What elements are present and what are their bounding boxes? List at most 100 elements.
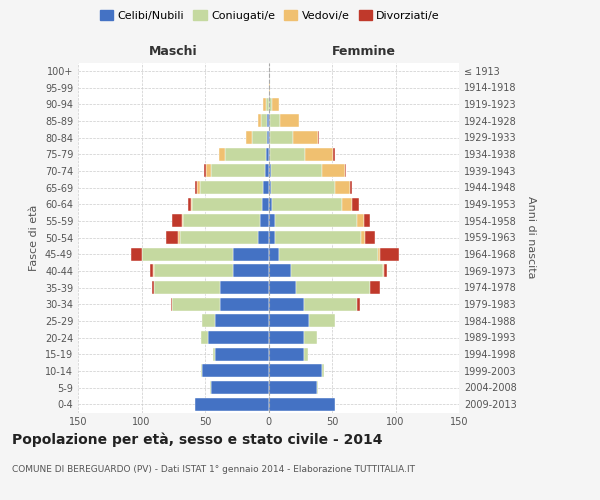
Bar — [197, 181, 200, 194]
Bar — [271, 181, 335, 194]
Bar — [226, 148, 266, 160]
Bar — [269, 314, 309, 328]
Bar — [171, 298, 172, 310]
Bar — [269, 248, 278, 260]
Bar — [152, 281, 154, 294]
Bar — [270, 114, 280, 128]
Bar — [269, 164, 271, 177]
Bar — [172, 298, 220, 310]
Bar — [212, 348, 215, 360]
Bar — [272, 98, 278, 110]
Bar — [304, 348, 308, 360]
Bar — [269, 348, 304, 360]
Bar — [263, 181, 269, 194]
Bar — [259, 114, 261, 128]
Bar — [269, 331, 304, 344]
Bar — [317, 381, 318, 394]
Bar — [270, 131, 293, 144]
Bar — [191, 198, 193, 210]
Bar — [342, 198, 352, 210]
Bar — [269, 131, 270, 144]
Bar — [378, 248, 380, 260]
Bar — [350, 181, 352, 194]
Bar — [344, 164, 346, 177]
Bar — [195, 181, 197, 194]
Bar — [384, 264, 386, 278]
Bar — [172, 214, 182, 228]
Bar — [206, 164, 211, 177]
Bar — [215, 348, 269, 360]
Bar — [305, 148, 333, 160]
Bar — [219, 148, 226, 160]
Y-axis label: Anni di nascita: Anni di nascita — [526, 196, 536, 278]
Bar — [265, 164, 269, 177]
Bar — [269, 298, 304, 310]
Bar — [292, 264, 383, 278]
Bar — [269, 381, 317, 394]
Bar — [261, 114, 267, 128]
Bar — [365, 231, 375, 244]
Bar — [252, 131, 267, 144]
Bar — [304, 298, 358, 310]
Bar — [166, 231, 178, 244]
Bar — [267, 131, 269, 144]
Bar — [269, 364, 322, 378]
Bar — [179, 231, 259, 244]
Bar — [220, 281, 269, 294]
Bar — [304, 331, 317, 344]
Bar — [269, 264, 292, 278]
Bar — [271, 164, 322, 177]
Bar — [211, 381, 269, 394]
Bar — [154, 281, 220, 294]
Bar — [370, 281, 380, 294]
Text: COMUNE DI BEREGUARDO (PV) - Dati ISTAT 1° gennaio 2014 - Elaborazione TUTTITALIA: COMUNE DI BEREGUARDO (PV) - Dati ISTAT 1… — [12, 465, 415, 474]
Bar — [208, 331, 269, 344]
Bar — [269, 231, 275, 244]
Bar — [262, 198, 269, 210]
Bar — [259, 231, 269, 244]
Bar — [280, 114, 299, 128]
Bar — [204, 164, 206, 177]
Bar — [270, 148, 305, 160]
Bar — [269, 198, 272, 210]
Bar — [269, 281, 296, 294]
Bar — [293, 131, 318, 144]
Bar — [269, 98, 272, 110]
Bar — [131, 248, 142, 260]
Text: Femmine: Femmine — [332, 44, 396, 58]
Bar — [201, 364, 202, 378]
Bar — [358, 214, 364, 228]
Bar — [210, 381, 211, 394]
Bar — [269, 114, 270, 128]
Bar — [364, 214, 370, 228]
Bar — [318, 131, 319, 144]
Bar — [278, 248, 378, 260]
Bar — [154, 264, 233, 278]
Y-axis label: Fasce di età: Fasce di età — [29, 204, 39, 270]
Bar — [322, 364, 325, 378]
Bar — [266, 148, 269, 160]
Bar — [233, 248, 269, 260]
Bar — [245, 131, 252, 144]
Bar — [275, 214, 358, 228]
Bar — [309, 314, 335, 328]
Bar — [192, 198, 262, 210]
Bar — [202, 314, 215, 328]
Bar — [188, 198, 191, 210]
Bar — [269, 181, 271, 194]
Bar — [233, 264, 269, 278]
Bar — [352, 198, 359, 210]
Bar — [182, 214, 184, 228]
Bar — [296, 281, 370, 294]
Bar — [358, 298, 360, 310]
Bar — [195, 398, 269, 410]
Bar — [178, 231, 179, 244]
Bar — [153, 264, 154, 278]
Bar — [322, 164, 345, 177]
Bar — [267, 114, 269, 128]
Bar — [184, 214, 260, 228]
Bar — [383, 264, 384, 278]
Text: Popolazione per età, sesso e stato civile - 2014: Popolazione per età, sesso e stato civil… — [12, 432, 383, 447]
Bar — [335, 181, 350, 194]
Bar — [263, 98, 266, 110]
